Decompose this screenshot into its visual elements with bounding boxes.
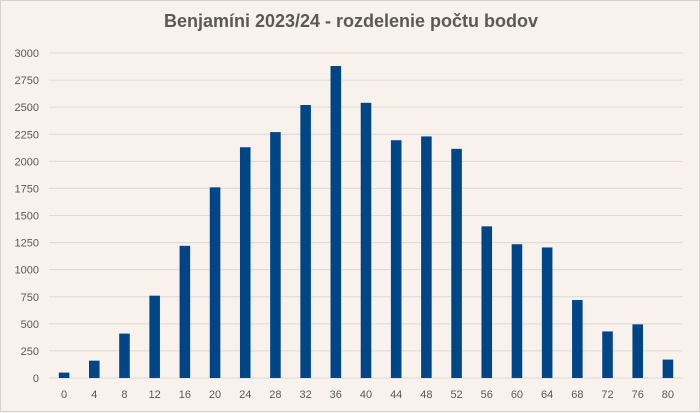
x-tick-label: 28 xyxy=(269,389,281,401)
x-tick-label: 32 xyxy=(299,389,311,401)
bar-4 xyxy=(89,360,100,378)
bar-8 xyxy=(119,333,130,378)
bar-16 xyxy=(179,245,191,378)
bar-20 xyxy=(209,187,221,378)
x-tick-label: 8 xyxy=(121,389,127,401)
bar-48 xyxy=(421,136,432,378)
y-tick-label: 2000 xyxy=(15,156,39,168)
x-tick-label: 48 xyxy=(420,389,432,401)
y-tick-label: 2250 xyxy=(15,129,39,141)
x-tick-label: 60 xyxy=(511,389,523,401)
chart-title: Benjamíni 2023/24 - rozdelenie počtu bod… xyxy=(163,11,539,31)
y-tick-label: 1750 xyxy=(15,183,39,195)
bar-28 xyxy=(270,132,281,378)
x-tick-label: 12 xyxy=(149,389,161,401)
y-tick-label: 1000 xyxy=(15,265,39,277)
y-tick-label: 750 xyxy=(21,292,39,304)
x-tick-label: 16 xyxy=(179,389,191,401)
bar-32 xyxy=(300,105,311,378)
bar-12 xyxy=(149,295,160,378)
bar-68 xyxy=(572,300,583,378)
x-tick-label: 52 xyxy=(450,389,462,401)
bar-64 xyxy=(541,247,553,378)
bar-44 xyxy=(390,140,402,378)
bar-72 xyxy=(602,331,613,378)
x-tick-label: 64 xyxy=(541,389,553,401)
x-tick-label: 56 xyxy=(481,389,493,401)
bar-76 xyxy=(632,324,643,378)
y-tick-label: 250 xyxy=(21,346,39,358)
y-tick-label: 500 xyxy=(21,319,39,331)
x-tick-label: 44 xyxy=(390,389,402,401)
y-tick-label: 1250 xyxy=(15,238,39,250)
x-tick-label: 80 xyxy=(662,389,674,401)
y-tick-label: 2500 xyxy=(15,102,39,114)
x-tick-label: 76 xyxy=(632,389,644,401)
bar-52 xyxy=(451,148,462,378)
x-tick-label: 0 xyxy=(61,389,67,401)
x-tick-label: 72 xyxy=(601,389,613,401)
x-tick-label: 40 xyxy=(360,389,372,401)
y-tick-label: 3000 xyxy=(15,48,39,60)
y-tick-label: 0 xyxy=(33,373,39,385)
bar-0 xyxy=(58,372,70,378)
bar-60 xyxy=(511,244,523,378)
bar-36 xyxy=(330,66,342,378)
x-tick-label: 24 xyxy=(239,389,251,401)
x-tick-label: 4 xyxy=(91,389,97,401)
bar-24 xyxy=(239,147,251,378)
bar-56 xyxy=(481,226,493,378)
bar-40 xyxy=(360,102,372,378)
y-tick-label: 2750 xyxy=(15,75,39,87)
x-tick-label: 68 xyxy=(571,389,583,401)
bar-80 xyxy=(662,359,674,378)
y-tick-label: 1500 xyxy=(15,211,39,223)
x-tick-label: 20 xyxy=(209,389,221,401)
x-tick-label: 36 xyxy=(330,389,342,401)
